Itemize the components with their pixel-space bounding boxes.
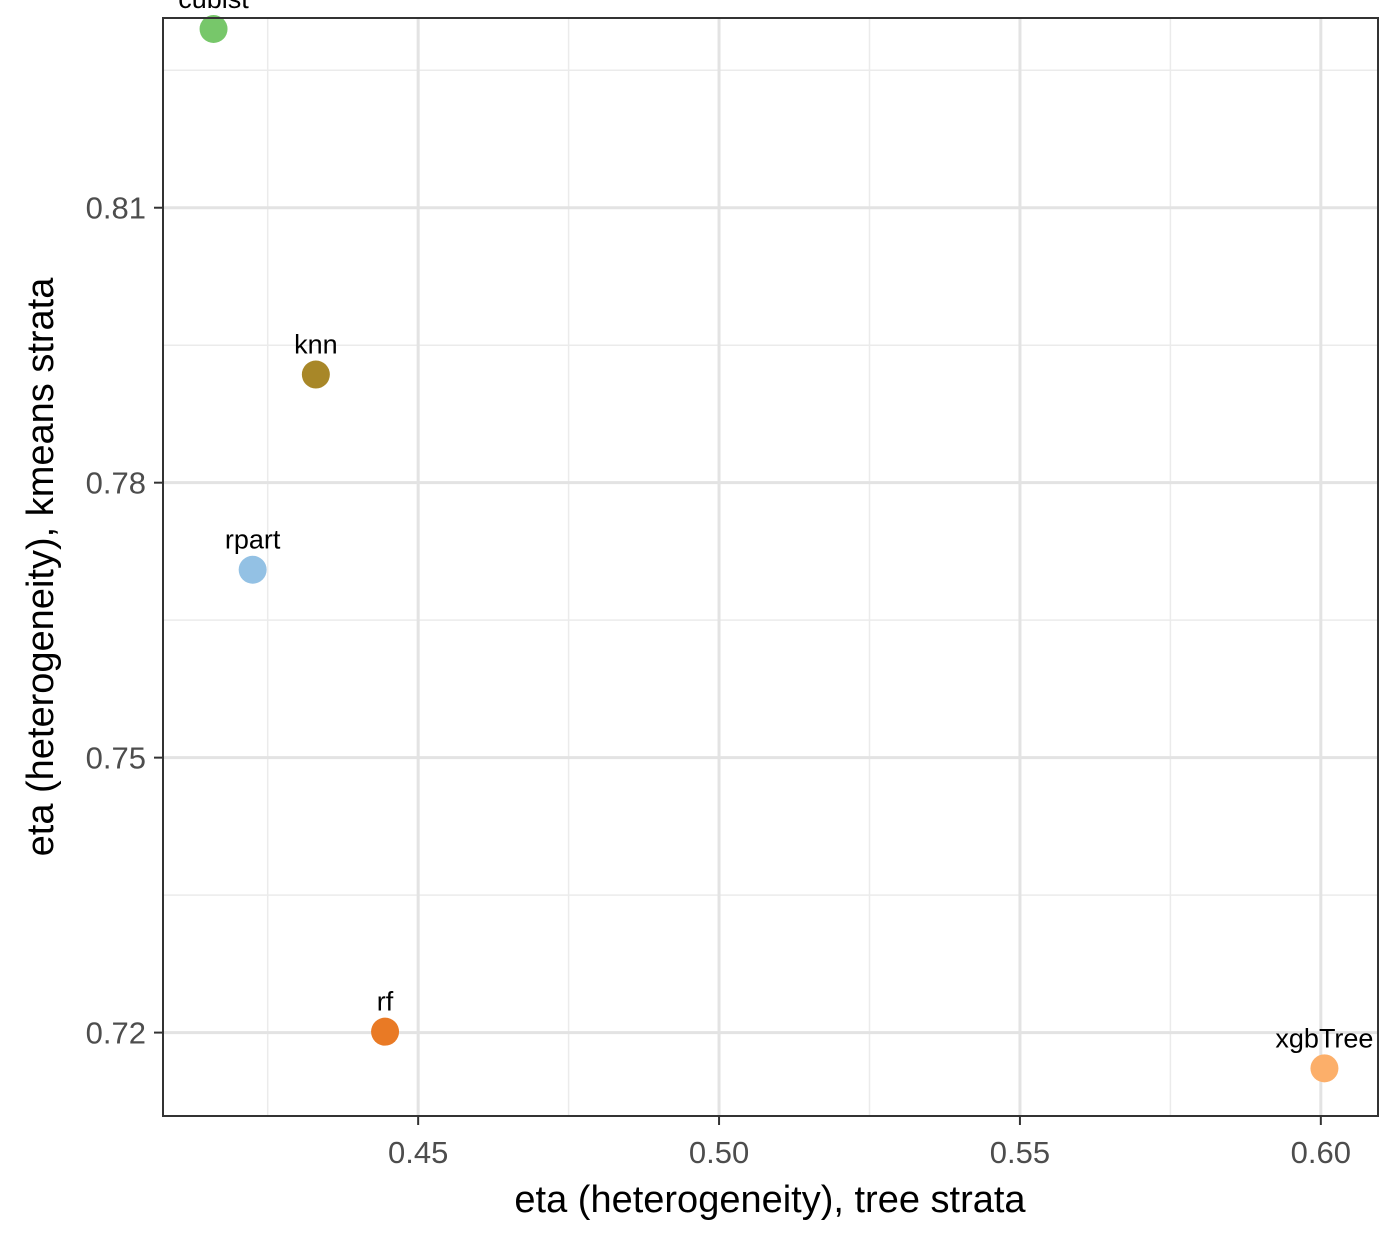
y-tick-label: 0.75 <box>86 741 146 776</box>
y-axis-title: eta (heterogeneity), kmeans strata <box>20 277 62 857</box>
point-label-xgbTree: xgbTree <box>1275 1023 1373 1053</box>
x-axis-title: eta (heterogeneity), tree strata <box>514 1179 1026 1221</box>
point-label-cubist: cubist <box>178 0 249 14</box>
axes: 0.45 0.50 0.55 0.60 0.72 0.75 0.78 0.81 <box>86 191 1351 1170</box>
data-point-cubist <box>199 14 228 43</box>
y-tick-label: 0.81 <box>86 191 146 226</box>
x-tick-label: 0.50 <box>689 1135 749 1170</box>
grid-lines <box>163 18 1378 1116</box>
plot-panel-border <box>162 17 1379 1117</box>
y-tick-label: 0.78 <box>86 466 146 501</box>
y-tick-label: 0.72 <box>86 1016 146 1051</box>
point-label-knn: knn <box>294 330 338 360</box>
x-tick-label: 0.55 <box>990 1135 1050 1170</box>
x-tick-label: 0.45 <box>388 1135 448 1170</box>
plot-panel <box>163 18 1378 1116</box>
point-label-rpart: rpart <box>225 525 281 555</box>
data-point-xgbTree <box>1310 1054 1339 1083</box>
data-point-rpart <box>238 555 267 584</box>
data-point-knn <box>301 360 330 389</box>
x-tick-label: 0.60 <box>1291 1135 1351 1170</box>
data-points <box>199 14 1339 1083</box>
data-point-rf <box>371 1017 400 1046</box>
point-label-rf: rf <box>377 987 394 1017</box>
point-labels: cubist knn rpart rf xgbTree <box>178 0 1373 1053</box>
